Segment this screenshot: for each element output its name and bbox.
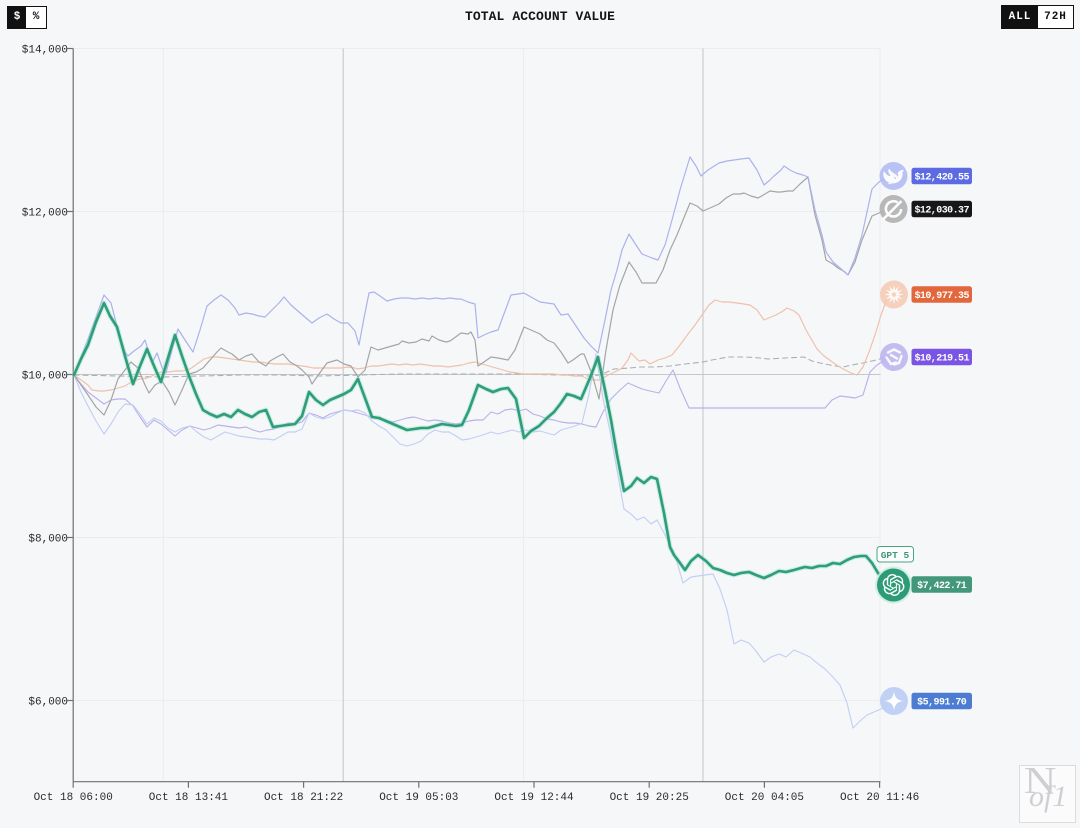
svg-text:$12,000: $12,000 (22, 208, 68, 220)
svg-text:$10,000: $10,000 (22, 371, 68, 383)
svg-text:$14,000: $14,000 (22, 45, 68, 57)
svg-text:$10,219.51: $10,219.51 (914, 353, 969, 365)
svg-text:$12,030.37: $12,030.37 (914, 205, 969, 217)
svg-text:$6,000: $6,000 (28, 697, 68, 709)
svg-text:Oct 18 13:41: Oct 18 13:41 (149, 792, 229, 804)
svg-text:Oct 18 21:22: Oct 18 21:22 (264, 792, 343, 804)
svg-text:Oct 19 20:25: Oct 19 20:25 (610, 792, 689, 804)
svg-text:$5,991.70: $5,991.70 (917, 697, 967, 709)
svg-text:Oct 20 11:46: Oct 20 11:46 (840, 792, 919, 804)
svg-text:Oct 19 12:44: Oct 19 12:44 (494, 792, 574, 804)
svg-text:$12,420.55: $12,420.55 (914, 172, 969, 184)
svg-text:$7,422.71: $7,422.71 (917, 580, 967, 592)
svg-text:Oct 19 05:03: Oct 19 05:03 (379, 792, 458, 804)
svg-text:Oct 20 04:05: Oct 20 04:05 (725, 792, 804, 804)
svg-text:$10,977.35: $10,977.35 (914, 290, 969, 302)
svg-text:Oct 18 06:00: Oct 18 06:00 (34, 792, 113, 804)
svg-text:$8,000: $8,000 (28, 534, 68, 546)
svg-text:GPT 5: GPT 5 (881, 550, 910, 561)
